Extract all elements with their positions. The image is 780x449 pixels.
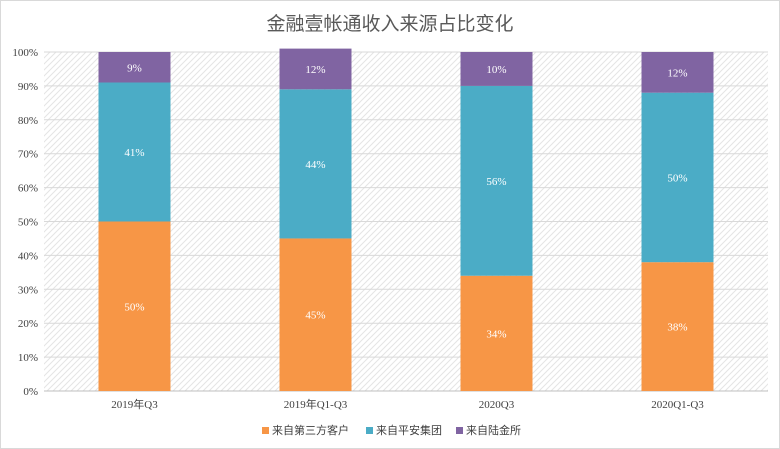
bar-segment: [460, 275, 533, 391]
legend-label: 来自第三方客户: [272, 423, 349, 437]
y-tick-label: 70%: [18, 149, 38, 161]
bar-segment: [279, 238, 352, 391]
data-label: 50%: [124, 301, 144, 313]
data-label: 12%: [305, 64, 325, 76]
x-tick-label: 2020Q1-Q3: [651, 399, 704, 411]
y-tick-label: 90%: [18, 81, 38, 93]
y-tick-label: 0%: [23, 386, 38, 398]
bars: 50% 41% 9% 45% 44% 12% 34% 56% 10% 38% 50% 12%: [98, 48, 714, 391]
y-tick-label: 30%: [18, 284, 38, 296]
y-tick-label: 50%: [18, 217, 38, 229]
x-tick-label: 2020Q3: [479, 399, 515, 411]
legend-swatch: [366, 427, 373, 434]
x-axis-ticks: 2019年Q3 2019年Q1-Q3 2020Q3 2020Q1-Q3: [111, 397, 704, 411]
bar-segment: [279, 89, 352, 239]
data-label: 44%: [305, 159, 325, 171]
data-label: 12%: [667, 67, 687, 79]
bar-segment: [641, 92, 714, 263]
data-label: 10%: [486, 64, 506, 76]
y-tick-label: 40%: [18, 250, 38, 262]
bar-segment: [641, 262, 714, 391]
legend-label: 来自陆金所: [466, 423, 521, 437]
data-label: 41%: [124, 147, 144, 159]
bar-segment: [98, 52, 171, 83]
chart-title: 金融壹帐通收入来源占比变化: [266, 13, 513, 35]
x-tick-label: 2019年Q3: [111, 397, 158, 411]
y-tick-label: 80%: [18, 115, 38, 127]
y-tick-label: 20%: [18, 318, 38, 330]
data-label: 56%: [486, 176, 506, 188]
legend-swatch: [456, 427, 463, 434]
legend: 来自第三方客户 来自平安集团 来自陆金所: [262, 423, 521, 437]
legend-swatch: [262, 427, 269, 434]
y-axis-ticks: 0% 10% 20% 30% 40% 50% 60% 70% 80% 90% 100%: [12, 47, 38, 398]
bar-segment: [279, 48, 352, 90]
y-tick-label: 100%: [12, 47, 38, 59]
y-tick-label: 60%: [18, 183, 38, 195]
data-label: 9%: [127, 62, 142, 74]
bar-segment: [460, 52, 533, 86]
data-label: 38%: [667, 322, 687, 334]
bar-segment: [641, 52, 714, 93]
bar-segment: [98, 82, 171, 222]
y-tick-label: 10%: [18, 352, 38, 364]
data-label: 45%: [305, 310, 325, 322]
bar-segment: [98, 221, 171, 391]
data-label: 34%: [486, 328, 506, 340]
bar-segment: [460, 85, 533, 276]
x-tick-label: 2019年Q1-Q3: [284, 397, 348, 411]
data-label: 50%: [667, 172, 687, 184]
legend-label: 来自平安集团: [376, 423, 442, 437]
